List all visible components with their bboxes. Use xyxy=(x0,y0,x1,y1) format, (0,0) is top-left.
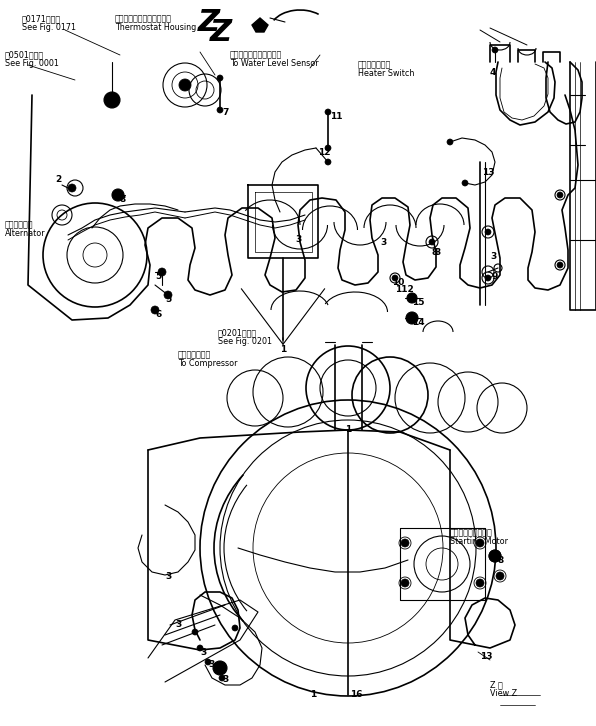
Text: 3: 3 xyxy=(200,648,206,657)
Text: 8: 8 xyxy=(432,248,438,257)
Circle shape xyxy=(496,572,504,580)
Circle shape xyxy=(407,293,417,303)
Text: サーモスタットハウジング: サーモスタットハウジング xyxy=(115,14,172,23)
Text: 3: 3 xyxy=(208,660,214,669)
Circle shape xyxy=(213,661,227,675)
Text: 9: 9 xyxy=(492,272,498,281)
Circle shape xyxy=(232,625,238,631)
Circle shape xyxy=(447,139,453,145)
Text: 3: 3 xyxy=(165,572,171,581)
Circle shape xyxy=(557,262,563,268)
Text: 16: 16 xyxy=(350,690,362,699)
Circle shape xyxy=(179,79,191,91)
Circle shape xyxy=(476,579,484,587)
Circle shape xyxy=(401,579,409,587)
Text: ウォータレベルセンサへ: ウォータレベルセンサへ xyxy=(230,50,283,59)
Circle shape xyxy=(68,184,76,192)
Circle shape xyxy=(164,291,172,299)
Text: オルタネータ: オルタネータ xyxy=(5,220,33,229)
Text: 3: 3 xyxy=(295,235,301,244)
Text: To Compressor: To Compressor xyxy=(178,359,237,368)
Circle shape xyxy=(489,550,501,562)
Text: 6: 6 xyxy=(155,310,162,319)
Text: Heater Switch: Heater Switch xyxy=(358,69,414,78)
Text: Starting Motor: Starting Motor xyxy=(450,537,508,546)
Text: Z 矢: Z 矢 xyxy=(490,680,503,689)
Text: 11: 11 xyxy=(330,112,343,121)
Text: 112: 112 xyxy=(395,285,414,294)
Text: See Fig. 0001: See Fig. 0001 xyxy=(5,59,59,68)
Text: スタータングモータ: スタータングモータ xyxy=(450,528,493,537)
Circle shape xyxy=(217,107,223,113)
Circle shape xyxy=(158,268,166,276)
Circle shape xyxy=(557,192,563,198)
Text: コンプレッサへ: コンプレッサへ xyxy=(178,350,211,359)
Text: 1: 1 xyxy=(345,425,351,434)
Text: 13: 13 xyxy=(482,168,495,177)
Circle shape xyxy=(325,145,331,151)
Text: 8: 8 xyxy=(498,556,504,565)
Circle shape xyxy=(325,159,331,165)
Text: 3: 3 xyxy=(222,675,228,684)
Text: 5: 5 xyxy=(155,272,162,281)
Text: To Water Level Sensor: To Water Level Sensor xyxy=(230,59,319,68)
Text: 3: 3 xyxy=(175,620,181,629)
Text: 図0501図参照: 図0501図参照 xyxy=(5,50,44,59)
Polygon shape xyxy=(252,18,268,32)
Text: 14: 14 xyxy=(412,318,424,327)
Circle shape xyxy=(197,645,203,651)
Circle shape xyxy=(192,629,198,635)
Circle shape xyxy=(219,675,225,681)
Text: 7: 7 xyxy=(222,108,228,117)
Circle shape xyxy=(217,75,223,81)
Text: 8: 8 xyxy=(120,195,126,204)
Circle shape xyxy=(429,239,435,245)
Text: See Fig. 0201: See Fig. 0201 xyxy=(218,337,272,346)
Circle shape xyxy=(392,275,398,281)
Circle shape xyxy=(485,229,491,235)
Text: 9: 9 xyxy=(220,665,226,674)
Text: Alternator: Alternator xyxy=(5,229,46,238)
Text: 5: 5 xyxy=(165,295,171,304)
Text: 13: 13 xyxy=(480,652,492,661)
Text: 3: 3 xyxy=(434,248,440,257)
Circle shape xyxy=(462,180,468,186)
Circle shape xyxy=(401,539,409,547)
Circle shape xyxy=(485,275,491,281)
Text: 4: 4 xyxy=(490,68,496,77)
Text: 3: 3 xyxy=(380,238,386,247)
Text: 1: 1 xyxy=(310,690,316,699)
Text: 図0201図参照: 図0201図参照 xyxy=(218,328,257,337)
Text: 12: 12 xyxy=(318,148,331,157)
Circle shape xyxy=(151,306,159,314)
Circle shape xyxy=(104,92,120,108)
Text: 図0171図参照: 図0171図参照 xyxy=(22,14,61,23)
Text: 2: 2 xyxy=(55,175,61,184)
Circle shape xyxy=(492,47,498,53)
Circle shape xyxy=(112,189,124,201)
Circle shape xyxy=(325,109,331,115)
Text: ヒータスイッチ: ヒータスイッチ xyxy=(358,60,391,69)
Circle shape xyxy=(406,312,418,324)
Text: 10: 10 xyxy=(392,278,404,287)
Circle shape xyxy=(205,659,211,665)
Circle shape xyxy=(476,539,484,547)
Text: Z: Z xyxy=(210,18,232,47)
Text: 15: 15 xyxy=(412,298,424,307)
Text: See Fig. 0171: See Fig. 0171 xyxy=(22,23,76,32)
Text: 3: 3 xyxy=(490,252,496,261)
Circle shape xyxy=(491,552,499,560)
Text: 1: 1 xyxy=(280,345,286,354)
Text: Thermostat Housing: Thermostat Housing xyxy=(115,23,196,32)
Text: View Z: View Z xyxy=(490,689,517,698)
Text: Z: Z xyxy=(198,8,220,37)
